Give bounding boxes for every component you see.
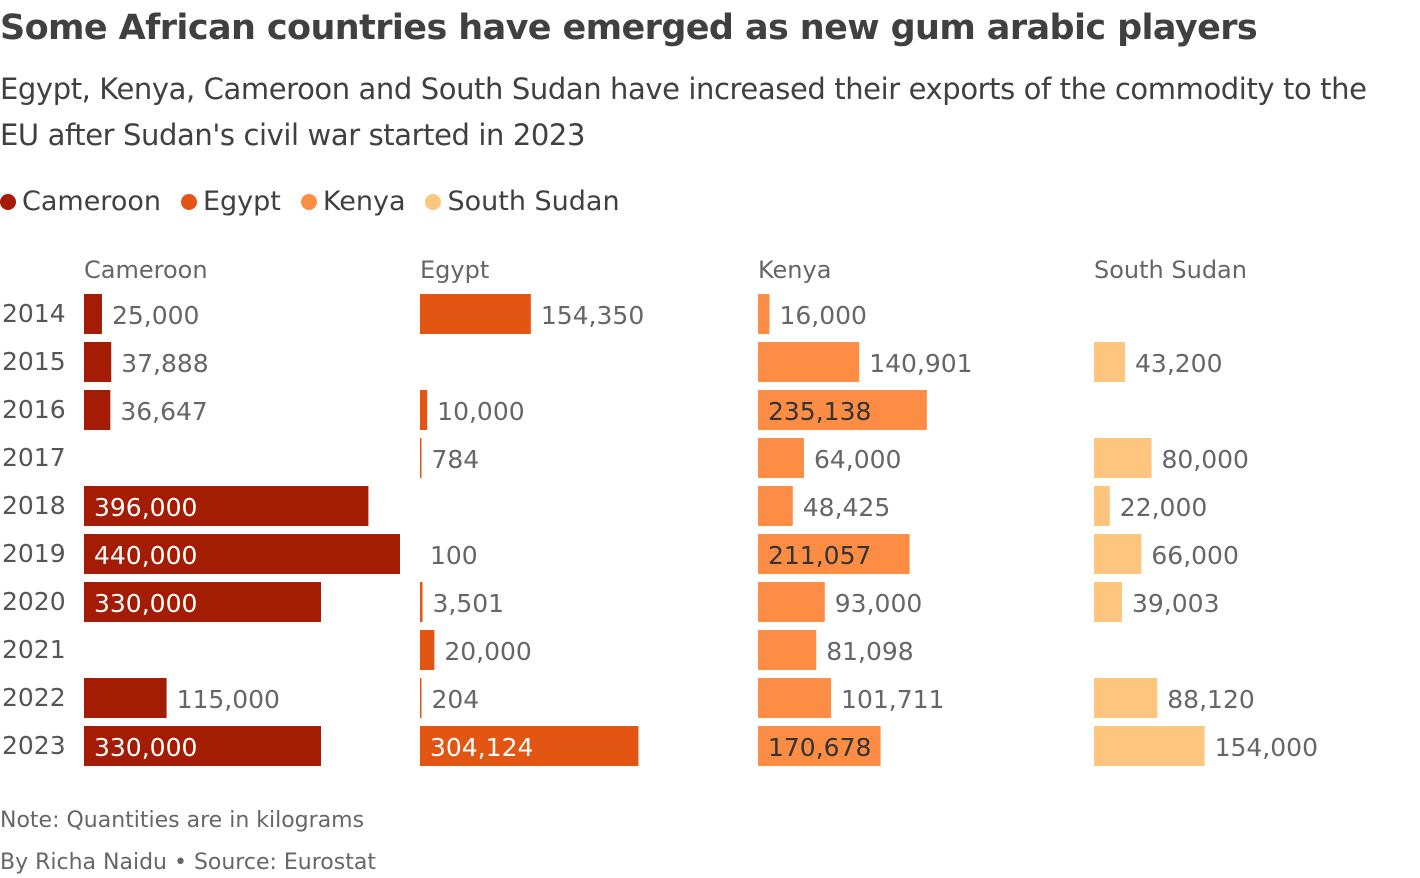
bar <box>84 486 369 526</box>
bar <box>758 438 804 478</box>
data-label: 211,057 <box>768 541 871 570</box>
bar <box>420 630 435 670</box>
legend-item: Egypt <box>180 186 281 217</box>
data-label: 170,678 <box>768 733 871 762</box>
legend-item: South Sudan <box>425 186 620 217</box>
bar <box>84 294 102 334</box>
data-label: 304,124 <box>430 733 533 762</box>
data-label: 39,003 <box>1132 589 1219 618</box>
data-label: 80,000 <box>1161 445 1248 474</box>
legend-label: Kenya <box>322 186 406 217</box>
year-label: 2023 <box>2 731 66 760</box>
data-label: 20,000 <box>444 637 531 666</box>
panel-title: Egypt <box>420 256 489 284</box>
legend-item: Kenya <box>300 186 406 217</box>
data-label: 93,000 <box>835 589 922 618</box>
bar <box>84 534 400 574</box>
panel-title: South Sudan <box>1094 256 1247 284</box>
legend-label: South Sudan <box>447 186 620 217</box>
bar <box>1094 534 1142 574</box>
data-label: 36,647 <box>120 397 207 426</box>
chart-subtitle: Egypt, Kenya, Cameroon and South Sudan h… <box>0 72 1367 152</box>
bar <box>758 486 793 526</box>
data-label: 784 <box>432 445 480 474</box>
year-label: 2016 <box>2 395 66 424</box>
year-label: 2015 <box>2 347 66 376</box>
bar <box>758 390 927 430</box>
data-label: 154,000 <box>1215 733 1318 762</box>
year-label: 2021 <box>2 635 66 664</box>
data-label: 100 <box>430 541 478 570</box>
data-label: 66,000 <box>1151 541 1238 570</box>
year-label: 2018 <box>2 491 66 520</box>
bar <box>758 630 817 670</box>
bar <box>420 726 639 766</box>
year-label: 2020 <box>2 587 66 616</box>
data-label: 140,901 <box>869 349 972 378</box>
bar <box>420 678 422 718</box>
data-label: 101,711 <box>841 685 944 714</box>
bar <box>84 678 167 718</box>
bar <box>758 582 825 622</box>
bar <box>1094 726 1205 766</box>
bar <box>420 582 423 622</box>
data-label: 204 <box>432 685 480 714</box>
legend: Cameroon Egypt Kenya South Sudan <box>0 186 620 217</box>
data-label: 235,138 <box>768 397 871 426</box>
legend-swatch <box>300 193 317 210</box>
bar <box>758 678 832 718</box>
data-label: 115,000 <box>177 685 280 714</box>
legend-item: Cameroon <box>0 186 161 217</box>
legend-label: Egypt <box>202 186 281 217</box>
bar <box>84 582 321 622</box>
data-label: 396,000 <box>94 493 197 522</box>
data-label: 3,501 <box>433 589 505 618</box>
legend-swatch <box>0 193 16 210</box>
data-label: 22,000 <box>1120 493 1207 522</box>
bar <box>1094 438 1152 478</box>
data-label: 440,000 <box>94 541 197 570</box>
panel-title: Cameroon <box>84 256 208 284</box>
bar <box>1094 342 1126 382</box>
source-credit: By Richa Naidu • Source: Eurostat <box>0 850 376 875</box>
legend-label: Cameroon <box>22 186 161 217</box>
bar <box>758 534 910 574</box>
bar <box>1094 582 1123 622</box>
bar <box>758 342 860 382</box>
bar <box>758 294 770 334</box>
data-label: 64,000 <box>814 445 901 474</box>
data-label: 88,120 <box>1167 685 1254 714</box>
data-label: 48,425 <box>803 493 890 522</box>
chart-title: Some African countries have emerged as n… <box>0 8 1258 48</box>
bar <box>420 438 422 478</box>
bar <box>84 342 112 382</box>
bar <box>420 390 428 430</box>
year-label: 2014 <box>2 299 66 328</box>
bar <box>84 390 111 430</box>
bar <box>1094 486 1110 526</box>
bar <box>420 294 531 334</box>
data-label: 16,000 <box>779 301 866 330</box>
legend-swatch <box>180 193 197 210</box>
note: Note: Quantities are in kilograms <box>0 808 365 833</box>
data-label: 37,888 <box>121 349 208 378</box>
legend-swatch <box>425 193 442 210</box>
data-label: 330,000 <box>94 589 197 618</box>
data-label: 81,098 <box>826 637 913 666</box>
panel-title: Kenya <box>758 256 831 284</box>
data-label: 330,000 <box>94 733 197 762</box>
data-label: 10,000 <box>437 397 524 426</box>
bar <box>758 726 881 766</box>
year-label: 2017 <box>2 443 66 472</box>
data-label: 43,200 <box>1135 349 1222 378</box>
data-label: 154,350 <box>541 301 644 330</box>
year-label: 2019 <box>2 539 66 568</box>
year-label: 2022 <box>2 683 66 712</box>
bar <box>84 726 321 766</box>
data-label: 25,000 <box>112 301 199 330</box>
bar <box>1094 678 1158 718</box>
chart: 2014 2015 2016 2017 2018 2019 2020 2021 2022 2023… <box>2 256 1318 766</box>
